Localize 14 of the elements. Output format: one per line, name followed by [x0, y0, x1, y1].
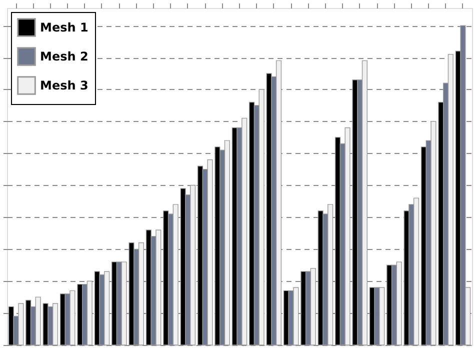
bar — [386, 264, 392, 346]
legend-label: Mesh 1 — [40, 20, 88, 34]
bar — [112, 262, 118, 346]
bar — [334, 137, 341, 346]
legend-label: Mesh 2 — [40, 50, 88, 64]
bar — [60, 294, 66, 346]
bar — [300, 271, 306, 346]
bar — [163, 210, 169, 346]
legend-label: Mesh 3 — [40, 78, 88, 92]
bar — [146, 230, 152, 346]
bar — [197, 166, 204, 346]
bar — [283, 290, 289, 346]
bar — [249, 102, 255, 346]
bar — [26, 300, 32, 346]
